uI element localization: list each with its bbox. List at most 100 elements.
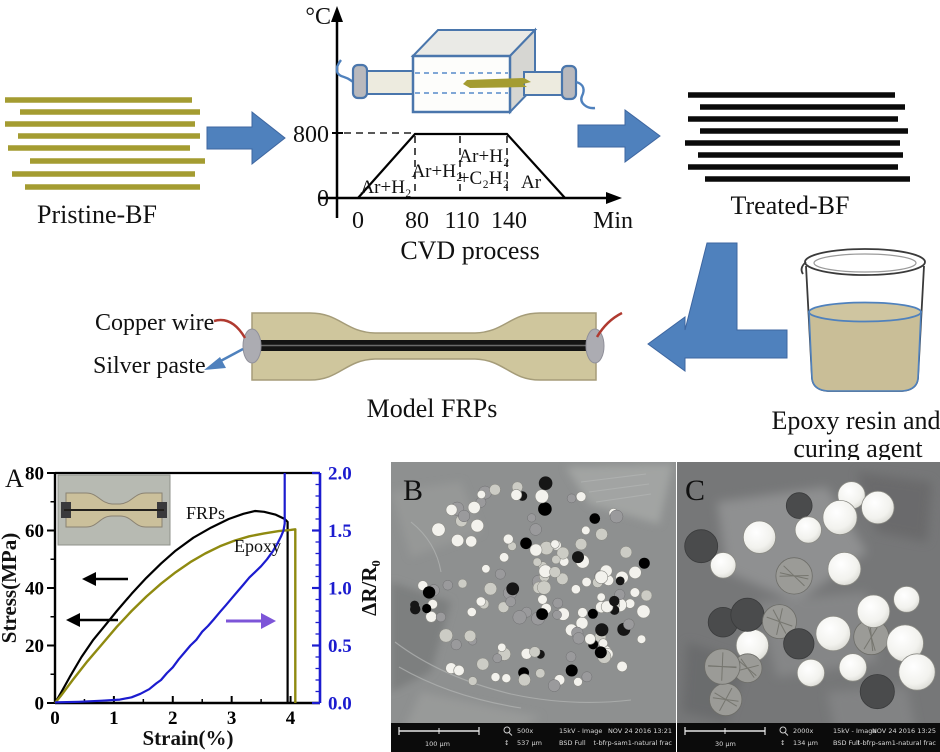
sem-c-datetime-text: NOV 24 2016 13:25 — [872, 727, 936, 735]
fiber-sample-in-furnace — [463, 78, 531, 88]
x-axis-title: Strain(%) — [143, 726, 234, 750]
right-axis-arrow — [226, 613, 276, 629]
silver-paste-right — [585, 328, 605, 364]
sem-b-sample-text: t-bfrp-sam1-natural frac — [594, 739, 673, 747]
sem-b-fov-text: 537 μm — [517, 739, 542, 747]
svg-text:0.0: 0.0 — [328, 694, 352, 715]
svg-text:1.0: 1.0 — [328, 579, 352, 600]
frps-series-label: FRPs — [186, 503, 225, 523]
furnace-right-wire — [575, 80, 596, 110]
cvd-x-unit: Min — [593, 208, 633, 234]
cvd-xtick-0: 0 — [352, 208, 364, 234]
silver-paste-arrowhead — [204, 357, 226, 370]
svg-text:2: 2 — [168, 708, 178, 729]
sem-c-info-bar: 30 μm 2000x ↕ 134 μm 15kV - Image BSD Fu… — [677, 723, 940, 752]
cvd-yaxis-arrowhead — [331, 6, 343, 22]
copper-wire-left — [213, 318, 247, 339]
sem-b-info-bar: 100 μm 500x ↕ 537 μm 15kV - Image BSD Fu… — [391, 723, 676, 752]
cvd-process-title: CVD process — [400, 236, 539, 265]
left-axis-arrow-1 — [82, 572, 128, 586]
copper-wire-label: Copper wire — [95, 310, 214, 336]
model-frp-specimen — [213, 311, 623, 381]
sem-b-datetime-text: NOV 24 2016 13:21 — [608, 727, 672, 735]
sem-image-c: C 30 μm 2000x ↕ 134 μm 15kV - Image BSD … — [677, 462, 940, 752]
sem-b-scale-text: 100 μm — [425, 740, 450, 748]
epoxy-curve — [54, 528, 297, 704]
cvd-xtick-80: 80 — [405, 208, 429, 234]
svg-text:60: 60 — [25, 521, 44, 542]
gas-stage-1: Ar+H₂ — [411, 161, 462, 182]
svg-text:80: 80 — [25, 464, 44, 485]
sem-b-fov-icon: ↕ — [504, 739, 509, 747]
svg-text:0: 0 — [35, 694, 45, 715]
sem-c-fiber-cross-sections — [684, 481, 936, 717]
y-right-axis-title: ΔR/R₀ — [357, 560, 381, 616]
sem-b-panel-label: B — [403, 474, 423, 507]
y-left-axis-title: Stress(MPa) — [0, 533, 21, 643]
process-diagram: Pristine-BF °C 800 0 0 80 110 140 Min Ar… — [5, 4, 940, 460]
svg-text:20: 20 — [25, 636, 44, 657]
sem-c-panel-label: C — [685, 474, 705, 507]
left-axis-arrow-2 — [66, 613, 118, 627]
sem-b-voltage-text: 15kV - Image — [559, 727, 602, 735]
cvd-xtick-140: 140 — [491, 208, 527, 234]
svg-text:3: 3 — [227, 708, 237, 729]
sem-c-fov-icon: ↕ — [780, 739, 785, 747]
svg-text:0: 0 — [50, 708, 60, 729]
panel-a-label: A — [5, 464, 24, 493]
sem-b-mag-text: 500x — [517, 727, 533, 735]
epoxy-label-line2: curing agent — [793, 434, 923, 460]
beaker-liquid — [808, 311, 922, 392]
gas-stage-ramp: Ar+H₂ — [360, 177, 411, 198]
frps-curve — [54, 509, 289, 704]
epoxy-beaker — [800, 248, 926, 392]
sem-c-detector-text: BSD Full — [833, 739, 860, 747]
silver-paste-label: Silver paste — [93, 353, 206, 379]
sem-image-b: B 100 μm 500x ↕ 537 μm 15kV - Image BSD … — [391, 462, 676, 752]
sem-c-fov-text: 134 μm — [793, 739, 818, 747]
furnace-left-cap — [351, 63, 369, 100]
sem-c-voltage-text: 15kV - Image — [833, 727, 876, 735]
copper-wire-right — [595, 311, 623, 338]
treated-fiber-bundle — [685, 92, 910, 182]
gas-stage-cooling: Ar — [521, 172, 542, 193]
cvd-xaxis-arrowhead — [606, 192, 622, 204]
silver-paste-left — [242, 328, 262, 364]
sem-b-ridge-lines — [394, 473, 652, 709]
svg-text:1: 1 — [109, 708, 119, 729]
furnace-right-cap — [560, 64, 578, 101]
svg-text:0.5: 0.5 — [328, 636, 352, 657]
pristine-fiber-bundle — [5, 97, 205, 190]
gas-stage-2-line1: Ar+H₂ — [458, 146, 509, 167]
cvd-ytick-0: 0 — [317, 186, 329, 212]
svg-text:2.0: 2.0 — [328, 464, 352, 485]
gas-stage-2-line2: +C₂H₂ — [459, 168, 509, 189]
arrow-cvd-to-treated — [577, 109, 661, 163]
arrow-pristine-to-cvd — [206, 110, 286, 166]
sem-b-fiber-cross-sections — [410, 476, 653, 692]
model-frps-label: Model FRPs — [367, 394, 498, 423]
pristine-bf-label: Pristine-BF — [37, 200, 157, 229]
cvd-ytick-800: 800 — [293, 122, 329, 148]
beaker-rim — [804, 248, 926, 276]
arrow-treated-to-model — [647, 242, 788, 372]
tube-furnace — [335, 27, 596, 115]
sem-b-detector-text: BSD Full — [559, 739, 586, 747]
resistance-curve — [54, 473, 286, 704]
svg-text:4: 4 — [286, 708, 296, 729]
treated-bf-label: Treated-BF — [731, 191, 850, 220]
sem-c-sample-text: t-bfrp-sam1-natural frac — [858, 739, 937, 747]
cvd-temperature-profile — [357, 132, 566, 199]
furnace-dashed-tube-path — [415, 72, 508, 94]
beaker-liquid-surface — [808, 301, 922, 323]
specimen-inset-photo — [57, 474, 171, 546]
sem-c-scale-text: 30 μm — [715, 740, 736, 748]
epoxy-label-line1: Epoxy resin and — [772, 406, 940, 435]
cvd-y-unit: °C — [305, 4, 331, 30]
beaker-rim-inner — [813, 253, 917, 273]
cvd-xtick-110: 110 — [444, 208, 479, 234]
svg-text:40: 40 — [25, 579, 44, 600]
